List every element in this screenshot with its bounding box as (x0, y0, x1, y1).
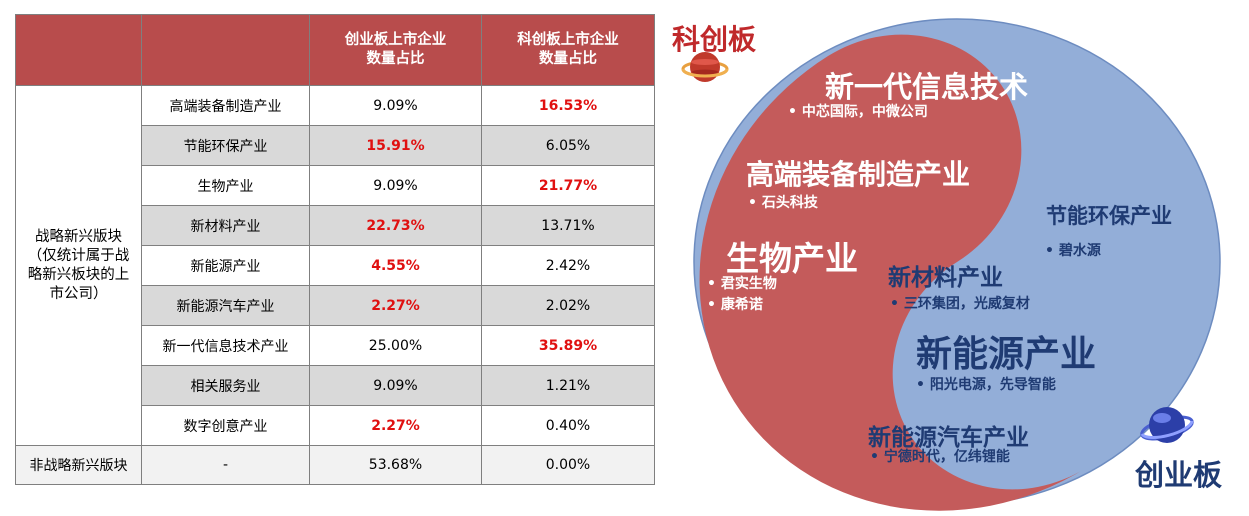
kcb-share-cell: 0.40% (481, 405, 655, 446)
industry-share-table: 创业板上市企业 数量占比 科创板上市企业 数量占比 战略新兴版块 （仅统计属于战… (15, 14, 655, 485)
blue-companies-nev: 宁德时代，亿纬锂能 (870, 446, 1010, 466)
kcb-share-cell: 35.89% (481, 325, 655, 366)
header-kcb-share: 科创板上市企业 数量占比 (481, 14, 655, 86)
header-cyb-share: 创业板上市企业 数量占比 (309, 14, 482, 86)
kcb-share-cell: 2.02% (481, 285, 655, 326)
blue-title-new-materials: 新材料产业 (888, 265, 1003, 291)
blue-title-energy-saving: 节能环保产业 (1046, 204, 1172, 228)
kcb-share-cell: 1.21% (481, 365, 655, 406)
industry-name-cell: 相关服务业 (141, 365, 310, 406)
non-strategic-cyb: 53.68% (309, 445, 482, 485)
cyb-share-cell: 9.09% (309, 165, 482, 206)
industry-name-cell: 数字创意产业 (141, 405, 310, 446)
kcb-board-title: 科创板 (672, 23, 757, 56)
red-company-bio-1: 君实生物 (707, 273, 777, 293)
category-label-strategic: 战略新兴版块 （仅统计属于战 略新兴板块的上 市公司） (15, 85, 142, 446)
yin-yang-diagram: 科创板 创业板 新一代信息技术 中芯国际，中微公司 高端装备制造产业 石头科技 … (660, 0, 1249, 512)
blue-companies-energy-saving: 碧水源 (1045, 240, 1101, 260)
table-row: 新能源汽车产业 2.27% 2.02% (16, 285, 655, 326)
red-companies-next-gen-it: 中芯国际，中微公司 (788, 101, 928, 121)
comparison-table: 创业板上市企业 数量占比 科创板上市企业 数量占比 战略新兴版块 （仅统计属于战… (15, 14, 655, 485)
table-row: 生物产业 9.09% 21.77% (16, 165, 655, 206)
non-strategic-kcb: 0.00% (481, 445, 655, 485)
blue-companies-new-materials: 三环集团，光威复材 (890, 293, 1030, 313)
kcb-share-cell: 16.53% (481, 85, 655, 126)
cyb-share-cell: 15.91% (309, 125, 482, 166)
table-row: 战略新兴版块 （仅统计属于战 略新兴板块的上 市公司） 高端装备制造产业 9.09%… (15, 85, 655, 446)
non-strategic-label: 非战略新兴版块 (15, 445, 142, 485)
cyb-share-cell: 2.27% (309, 285, 482, 326)
header-empty-2 (141, 14, 310, 86)
cyb-share-cell: 2.27% (309, 405, 482, 446)
kcb-share-cell: 13.71% (481, 205, 655, 246)
red-title-bio: 生物产业 (726, 239, 858, 278)
table-row: 新一代信息技术产业 25.00% 35.89% (16, 325, 655, 366)
cyb-share-cell: 25.00% (309, 325, 482, 366)
cyb-share-cell: 4.55% (309, 245, 482, 286)
blue-title-new-energy: 新能源产业 (916, 334, 1097, 375)
industry-name-cell: 新能源汽车产业 (141, 285, 310, 326)
red-company-bio-2: 康希诺 (707, 294, 763, 314)
planet-red-icon (681, 52, 729, 82)
table-row: 新能源产业 4.55% 2.42% (16, 245, 655, 286)
red-half (699, 34, 1086, 511)
table-row: 新材料产业 22.73% 13.71% (16, 205, 655, 246)
kcb-share-cell: 2.42% (481, 245, 655, 286)
cyb-board-title: 创业板 (1135, 458, 1223, 492)
kcb-share-cell: 6.05% (481, 125, 655, 166)
kcb-share-cell: 21.77% (481, 165, 655, 206)
table-row: 节能环保产业 15.91% 6.05% (16, 125, 655, 166)
industry-name-cell: 高端装备制造产业 (141, 85, 310, 126)
table-row: 相关服务业 9.09% 1.21% (16, 365, 655, 406)
planet-blue-icon (1140, 407, 1194, 443)
industry-name-cell: 新能源产业 (141, 245, 310, 286)
cyb-share-cell: 9.09% (309, 85, 482, 126)
red-companies-high-end-equipment: 石头科技 (748, 192, 818, 212)
cyb-share-cell: 9.09% (309, 365, 482, 406)
industry-name-cell: 生物产业 (141, 165, 310, 206)
industry-name-cell: 节能环保产业 (141, 125, 310, 166)
table-row: 数字创意产业 2.27% 0.40% (16, 405, 655, 446)
blue-companies-new-energy: 阳光电源，先导智能 (916, 374, 1056, 394)
red-title-next-gen-it: 新一代信息技术 (825, 70, 1029, 104)
industry-name-cell: 新一代信息技术产业 (141, 325, 310, 366)
table-header-row: 创业板上市企业 数量占比 科创板上市企业 数量占比 (15, 14, 655, 86)
red-title-high-end-equipment: 高端装备制造产业 (746, 158, 971, 191)
industry-name-cell: 新材料产业 (141, 205, 310, 246)
cyb-share-cell: 22.73% (309, 205, 482, 246)
header-empty-1 (15, 14, 142, 86)
non-strategic-mid: - (141, 445, 310, 485)
table-row-non-strategic: 非战略新兴版块 -53.68% 0.00% (15, 445, 655, 485)
yin-yang-graphic (681, 18, 1221, 511)
